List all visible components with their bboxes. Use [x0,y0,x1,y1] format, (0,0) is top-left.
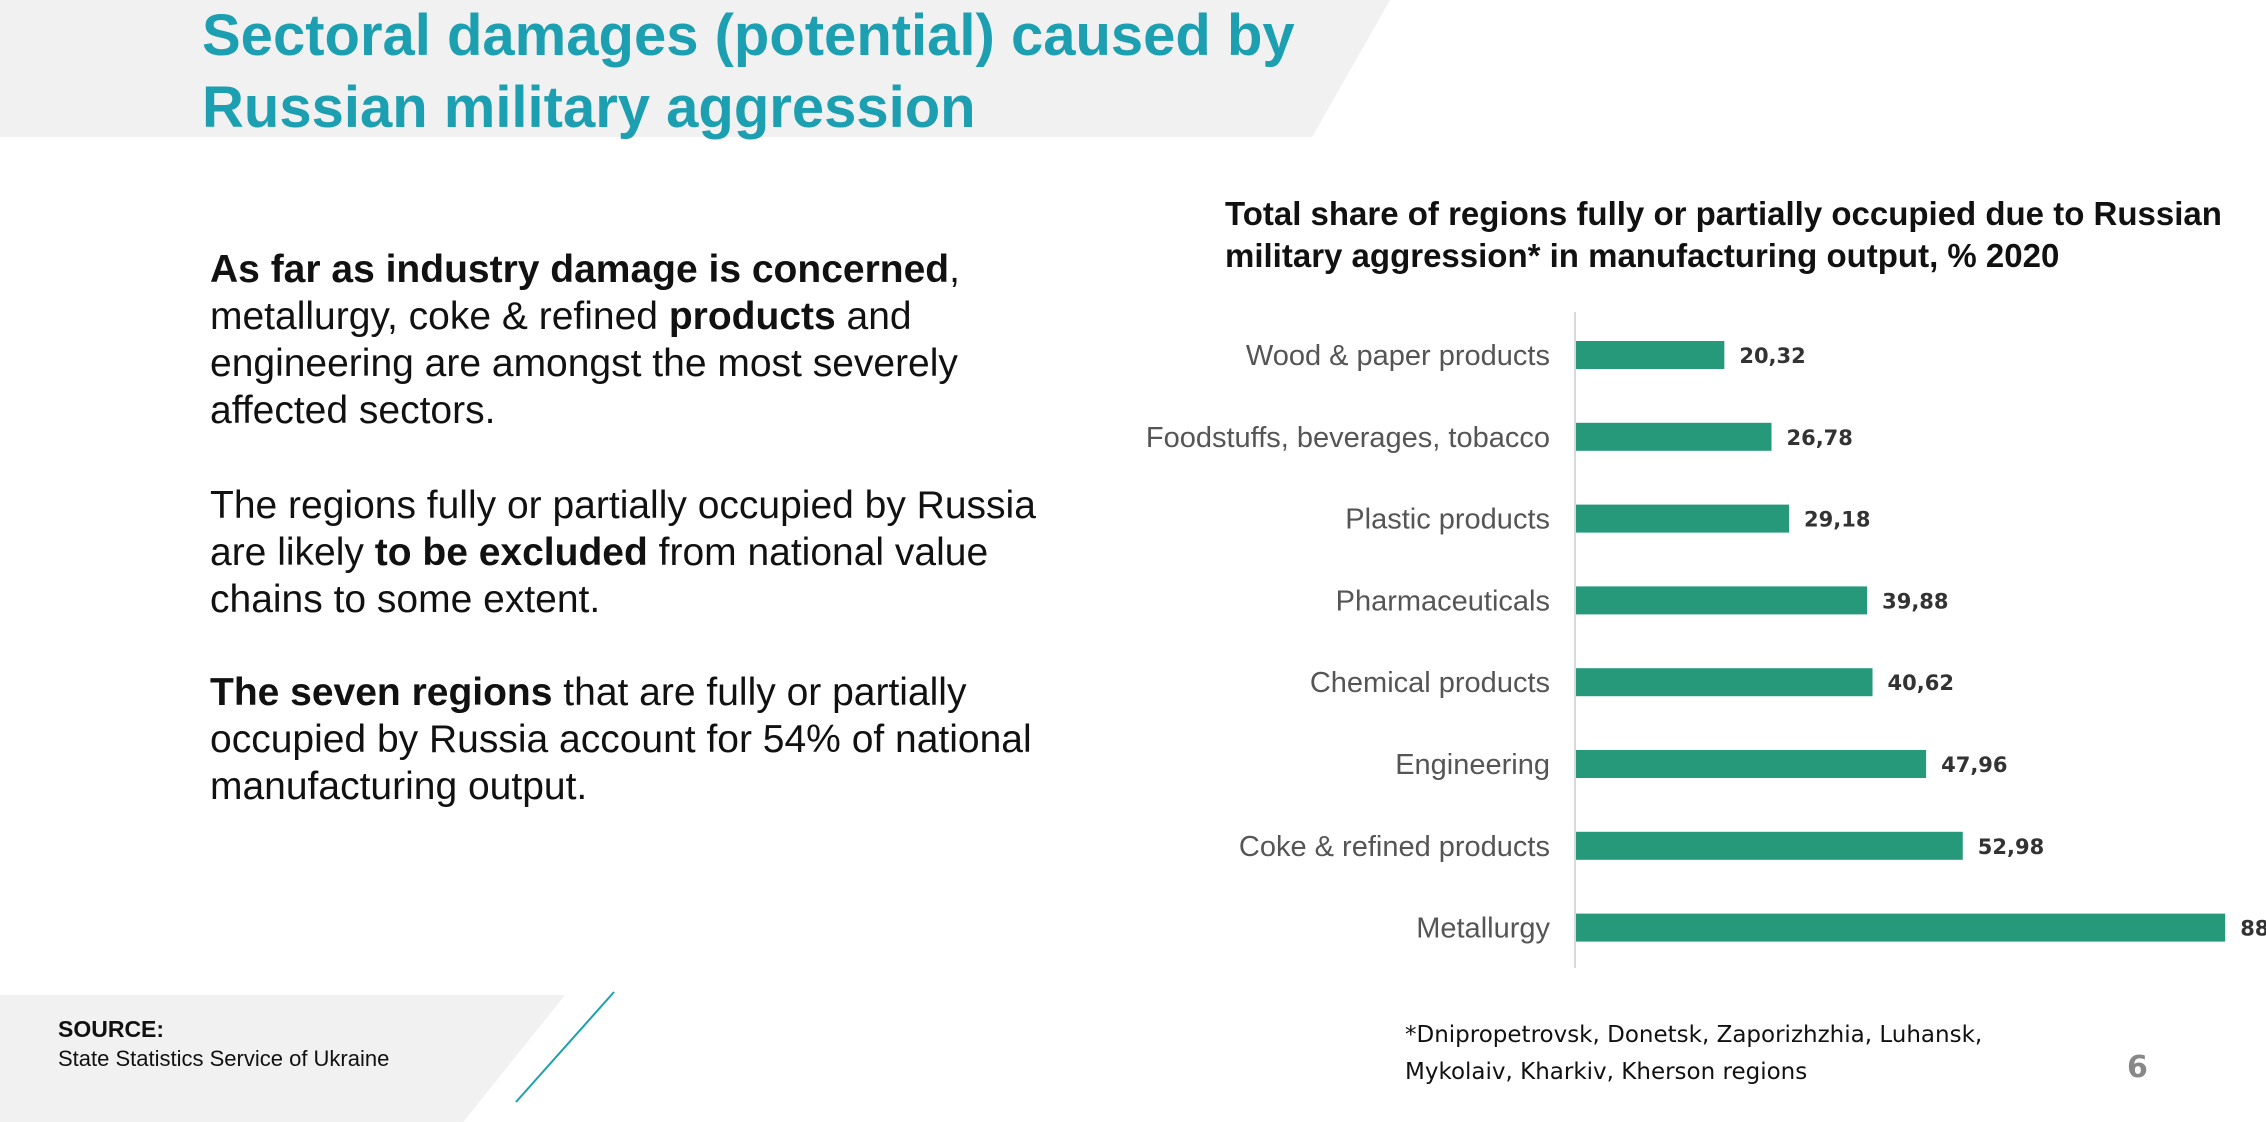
paragraph-value-chains: The regions fully or partially occupied … [210,482,1060,623]
value-label-engineering: 47,96 [1941,753,2007,777]
value-label-plastic-products: 29,18 [1804,508,1870,532]
para1-bold-2: products [668,295,836,338]
value-label-coke-refined-products: 52,98 [1978,835,2044,859]
para1-text-1: , metallurgy, coke & refined [210,248,960,338]
category-label-foodstuffs-beverages-tobacco: Foodstuffs, beverages, tobacco [1146,422,1550,454]
bar-foodstuffs-beverages-tobacco [1576,422,1772,451]
category-label-metallurgy: Metallurgy [1416,913,1550,945]
para3-bold-1: The seven regions [210,671,553,714]
value-label-foodstuffs-beverages-tobacco: 26,78 [1786,426,1852,450]
bar-chart: Wood & paper products 20,32 Foodstuffs, be… [1146,312,2266,968]
category-label-plastic-products: Plastic products [1345,504,1550,536]
regions-footnote: *Dnipropetrovsk, Donetsk, Zaporizhzhia, … [1405,1022,1983,1085]
para2-text-1: The regions fully or partially occupied … [210,484,1036,574]
slide-title: Sectoral damages (potential) caused by R… [202,3,1295,140]
bar-metallurgy [1576,913,2226,942]
bar-chemical-products [1576,668,1873,697]
bar-plastic-products [1576,504,1790,533]
source-text: State Statistics Service of Ukraine [58,1046,390,1071]
source-heading: SOURCE: [58,1016,165,1042]
footer-accent-line [515,991,615,1103]
category-label-pharmaceuticals: Pharmaceuticals [1336,585,1550,617]
para3-text-1: that are fully or partially occupied by … [210,671,1032,808]
page-number: 6 [2127,1050,2148,1085]
para1-bold-1: As far as industry damage is concerned [210,248,950,291]
value-label-metallurgy: 88,93 [2240,917,2266,941]
category-label-engineering: Engineering [1395,749,1550,781]
bar-coke-refined-products [1576,831,1963,860]
para2-text-2: from national value chains to some exten… [210,531,989,621]
chart-bars: Wood & paper products 20,32 Foodstuffs, be… [1146,312,2266,968]
chart-title: Total share of regions fully or partiall… [1225,195,2222,274]
para2-bold-1: to be excluded [374,531,648,574]
category-label-coke-refined-products: Coke & refined products [1239,831,1550,863]
bar-pharmaceuticals [1576,586,1868,615]
category-label-wood-paper-products: Wood & paper products [1246,340,1550,372]
value-label-wood-paper-products: 20,32 [1739,344,1805,368]
bar-wood-paper-products [1576,341,1725,369]
header-band [0,0,1390,137]
para1-text-2: and engineering are amongst the most sev… [210,295,958,432]
paragraph-seven-regions: The seven regions that are fully or part… [210,669,1060,810]
paragraph-industry-damage: As far as industry damage is concerned, … [210,246,1060,434]
value-label-chemical-products: 40,62 [1888,671,1954,695]
category-label-chemical-products: Chemical products [1310,667,1550,699]
bar-engineering [1576,750,1927,778]
footer-band [0,995,565,1122]
value-label-pharmaceuticals: 39,88 [1882,589,1948,613]
